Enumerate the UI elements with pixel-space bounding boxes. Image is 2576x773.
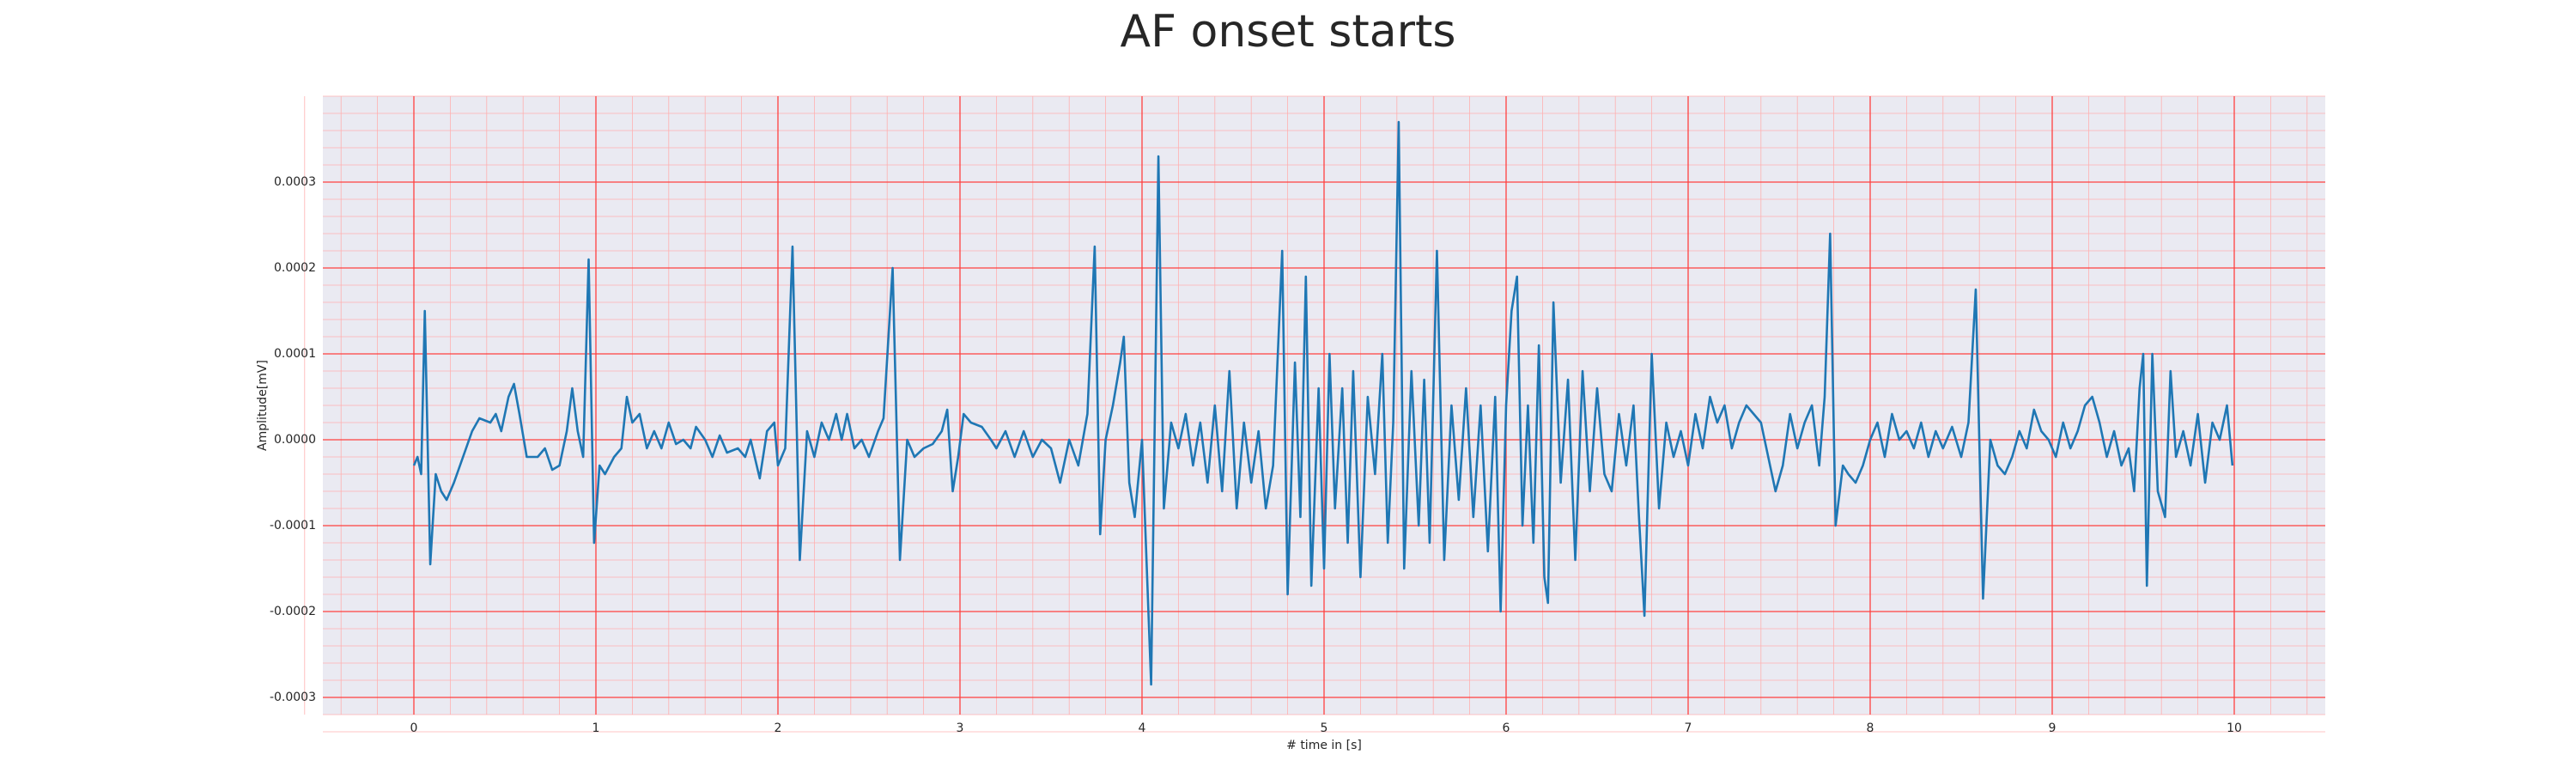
- y-tick-label: 0.0002: [274, 261, 316, 275]
- y-tick-label: 0.0003: [274, 175, 316, 189]
- signal-line: [412, 120, 2234, 686]
- y-axis-label: Amplitude[mV]: [256, 360, 270, 451]
- x-tick-label: 10: [2227, 721, 2242, 735]
- x-tick-label: 7: [1685, 721, 1692, 735]
- x-tick-label: 8: [1867, 721, 1874, 735]
- x-tick-label: 5: [1321, 721, 1328, 735]
- y-tick-label: 0.0001: [274, 347, 316, 361]
- x-tick-label: 9: [2049, 721, 2057, 735]
- y-tick-label: -0.0002: [270, 605, 316, 618]
- x-tick-label: 6: [1503, 721, 1510, 735]
- x-tick-label: 1: [592, 721, 600, 735]
- y-tick-label: -0.0001: [270, 519, 316, 533]
- y-tick-label: -0.0003: [270, 691, 316, 704]
- y-tick-label: 0.0000: [274, 433, 316, 447]
- chart-title: AF onset starts: [1121, 6, 1456, 58]
- x-axis-label: # time in [s]: [1286, 739, 1362, 752]
- x-tick-label: 2: [775, 721, 782, 735]
- x-tick-label: 0: [410, 721, 418, 735]
- x-tick-label: 3: [957, 721, 964, 735]
- x-tick-label: 4: [1139, 721, 1146, 735]
